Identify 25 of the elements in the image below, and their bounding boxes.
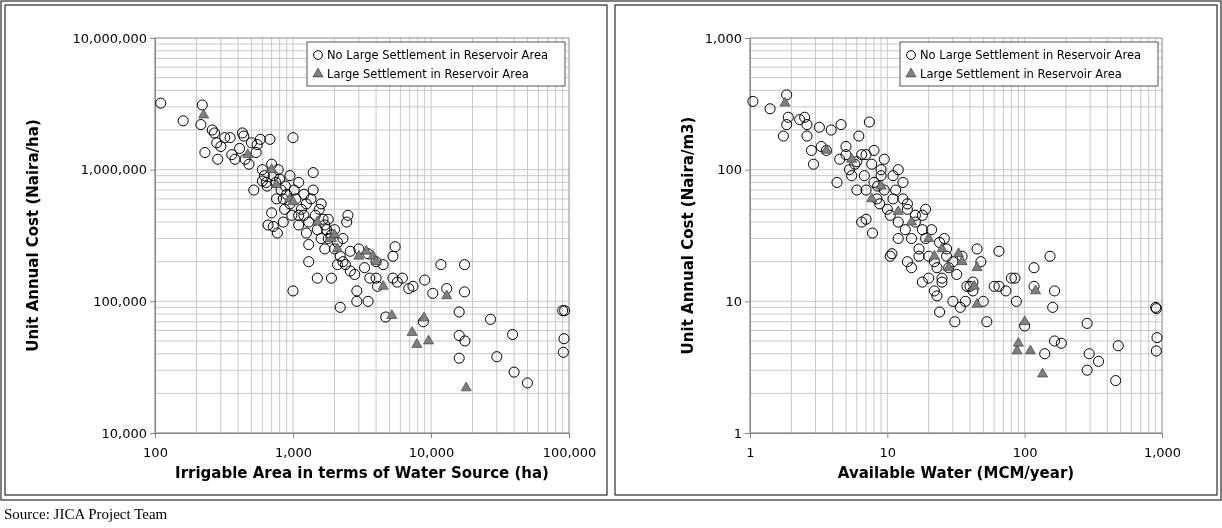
y-tick-label: 10 [725, 293, 742, 309]
x-axis-title: Irrigable Area in terms of Water Source (ha) [175, 464, 549, 482]
x-tick-label: 100 [143, 444, 168, 460]
x-tick-label: 10,000 [408, 444, 455, 460]
x-tick-label: 1 [746, 444, 755, 460]
y-tick-label: 100,000 [93, 293, 147, 309]
y-tick-label: 10,000,000 [72, 30, 147, 46]
source-note: Source: JICA Project Team [4, 506, 168, 522]
x-tick-label: 1,000 [274, 444, 313, 460]
y-tick-label: 100 [717, 162, 742, 178]
legend-label: No Large Settlement in Reservoir Area [920, 48, 1142, 62]
y-tick-label: 1 [733, 425, 742, 441]
y-tick-label: 1,000 [704, 30, 742, 46]
y-tick-label: 1,000,000 [80, 162, 147, 178]
x-tick-label: 100,000 [542, 444, 597, 460]
legend-label: Large Settlement in Reservoir Area [920, 67, 1122, 81]
y-axis-title: Unit Annual Cost (Naira/m3) [679, 116, 697, 355]
x-tick-label: 1,000 [1143, 444, 1182, 460]
y-tick-label: 10,000 [101, 425, 147, 441]
legend-label: No Large Settlement in Reservoir Area [327, 48, 549, 62]
x-tick-label: 10 [879, 444, 897, 460]
x-tick-label: 100 [1012, 444, 1038, 460]
x-axis-title: Available Water (MCM/year) [837, 464, 1075, 482]
y-axis-title: Unit Annual Cost (Naira/ha) [24, 119, 42, 352]
legend-label: Large Settlement in Reservoir Area [327, 67, 529, 81]
